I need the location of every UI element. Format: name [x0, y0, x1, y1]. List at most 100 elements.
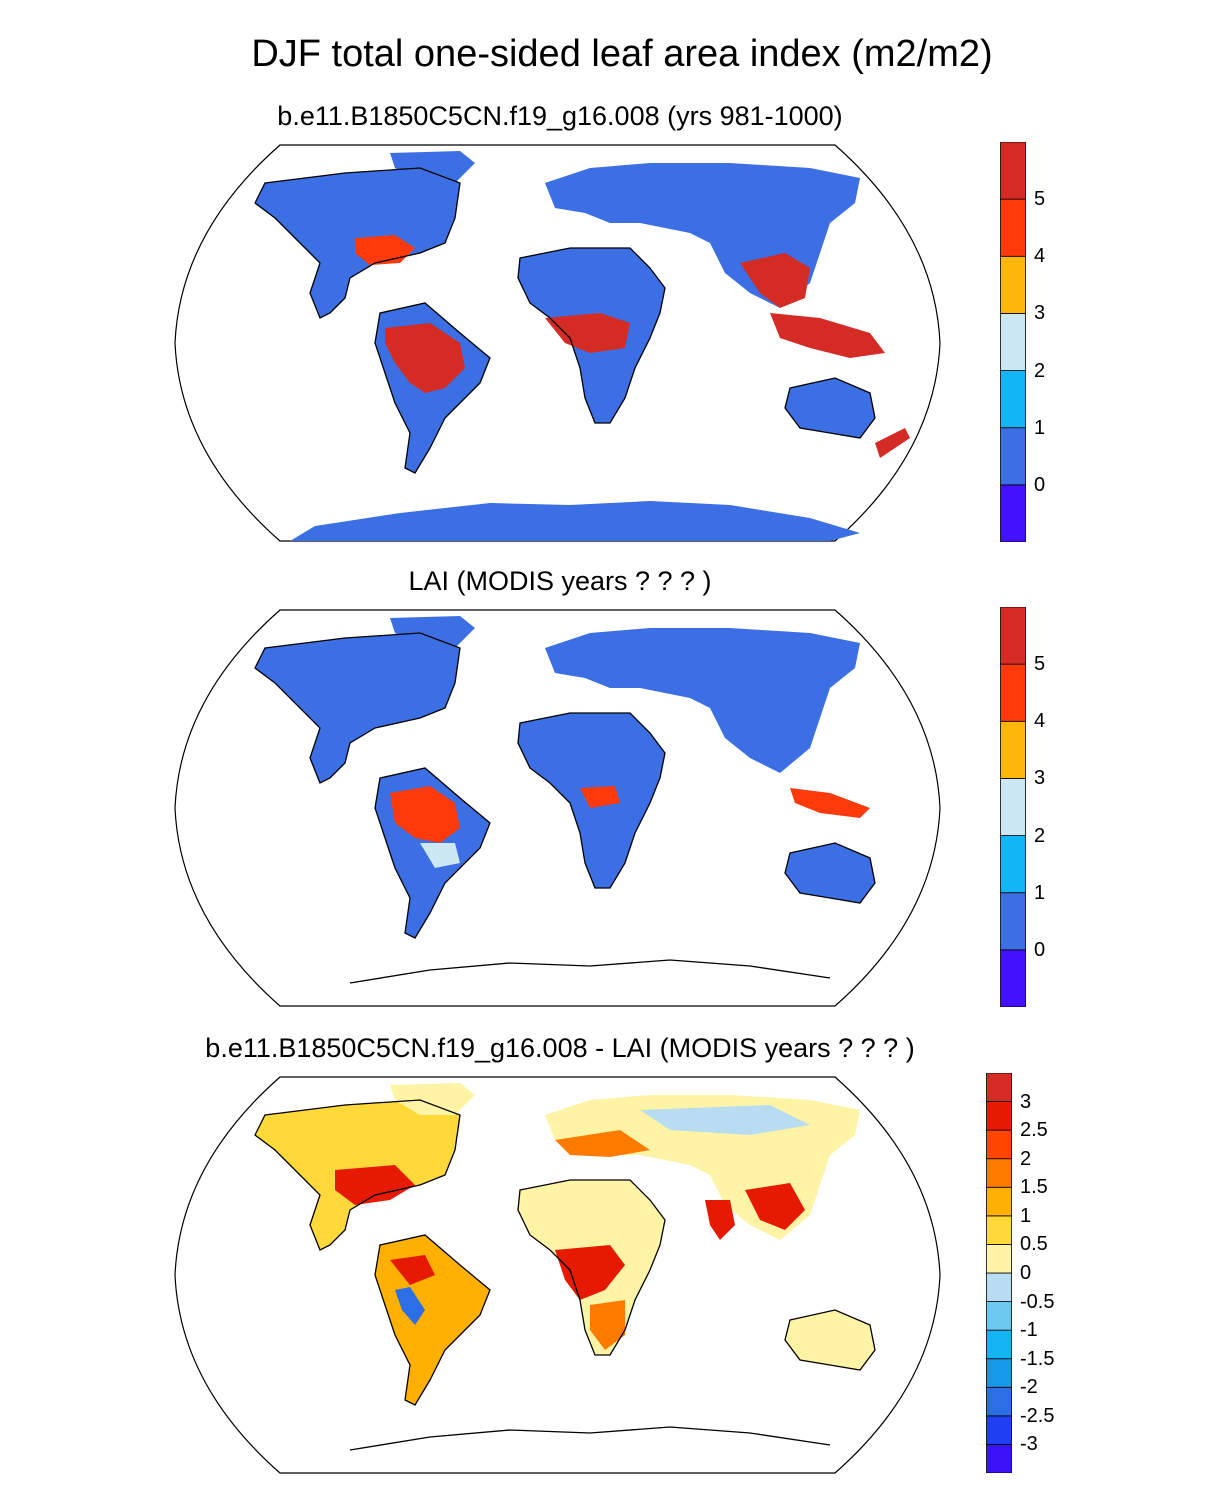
colorbar-tick-label: 3	[1034, 302, 1046, 325]
colorbar-tick-label: 3	[1020, 1090, 1032, 1113]
colorbar-tick-label: 2.5	[1020, 1119, 1048, 1142]
colorbar-swatch	[1000, 255, 1026, 314]
colorbar-tick-label: 4	[1034, 245, 1046, 268]
colorbar-tick-label: 2	[1034, 824, 1046, 847]
colorbar-tick-label: 2	[1034, 359, 1046, 382]
colorbar-swatch	[1000, 198, 1026, 257]
africa-diff	[555, 1245, 625, 1300]
panel-title-obs: LAI (MODIS years ? ? ? )	[408, 566, 712, 596]
colorbar-tick-label: 0.5	[1020, 1233, 1048, 1256]
colorbar-tick-label: 0	[1020, 1262, 1032, 1284]
antarctica-coast	[349, 1426, 831, 1451]
colorbar-swatch	[986, 1386, 1012, 1417]
map-panel-diff	[174, 1076, 941, 1474]
colorbar-swatch	[986, 1301, 1012, 1331]
greenland	[390, 616, 475, 648]
australia	[785, 1310, 875, 1370]
east-asia-high	[740, 253, 810, 308]
se-asia-high	[770, 313, 885, 358]
australia	[785, 843, 875, 903]
colorbar-tick-label: 0	[1034, 938, 1046, 961]
colorbar-swatch	[1000, 484, 1026, 542]
india-diff	[705, 1200, 735, 1240]
amazon-high	[385, 323, 465, 393]
colorbar-swatch	[986, 1158, 1012, 1188]
colorbar-swatch	[1000, 949, 1026, 1007]
colorbar-swatch	[986, 1101, 1012, 1131]
se-asia-high	[790, 788, 870, 818]
colorbar-tick-label: 5	[1034, 188, 1046, 211]
se-africa-diff	[590, 1300, 625, 1350]
colorbar-swatches	[986, 1073, 1012, 1473]
colorbar-swatches	[1000, 607, 1026, 1007]
north-america	[255, 633, 460, 783]
colorbar-diff: -3 -2.5 -2 -1.5 -1 -0.5 0 0.5 1 1.5 2 2.5 3	[986, 1073, 1054, 1473]
coastlines	[254, 167, 876, 474]
colorbar-tick-label: 0	[1034, 473, 1046, 496]
coastlines	[254, 632, 876, 984]
congo-high	[580, 786, 620, 808]
panel-title-diff: b.e11.B1850C5CN.f19_g16.008 - LAI (MODIS…	[205, 1033, 915, 1063]
colorbar-swatch	[986, 1215, 1012, 1245]
greenland	[390, 1083, 475, 1115]
colorbar-swatch	[1000, 313, 1026, 371]
antarctica	[290, 501, 860, 541]
map-panel-obs	[174, 609, 941, 1007]
panel-title-model: b.e11.B1850C5CN.f19_g16.008 (yrs 981-100…	[277, 101, 843, 131]
high-lai-regions	[390, 786, 870, 868]
colorbar-swatch	[986, 1129, 1012, 1160]
colorbar-swatch	[986, 1244, 1012, 1274]
map-diff	[174, 1076, 941, 1474]
colorbar-tick-label: 1	[1020, 1204, 1032, 1227]
colorbar-tick-label: 4	[1034, 710, 1046, 733]
amazon-high	[390, 786, 460, 843]
brazil-light	[420, 843, 460, 868]
amazon-diff	[390, 1255, 435, 1285]
colorbar-obs: 0 1 2 3 4 5	[1000, 607, 1045, 1007]
colorbar-swatch	[986, 1415, 1012, 1445]
colorbar-tick-label: 1	[1034, 881, 1046, 904]
colorbar-tick-label: -1.5	[1020, 1347, 1055, 1370]
europe-diff	[555, 1130, 650, 1157]
colorbar-swatch	[986, 1444, 1012, 1473]
colorbar-tick-label: -1	[1020, 1319, 1038, 1342]
colorbar-swatch	[986, 1272, 1012, 1302]
congo-high	[545, 313, 630, 353]
colorbar-swatch	[1000, 720, 1026, 779]
south-america	[375, 1235, 490, 1405]
colorbar-swatch	[986, 1358, 1012, 1388]
colorbar-swatch	[1000, 835, 1026, 894]
colorbar-model: 0 1 2 3 4 5	[1000, 142, 1045, 542]
high-lai-regions	[355, 235, 910, 458]
colorbar-swatch	[1000, 892, 1026, 951]
colorbar-swatch	[1000, 142, 1026, 200]
us-east-diff	[335, 1165, 415, 1205]
colorbar-tick-label: -2.5	[1020, 1404, 1055, 1427]
colorbar-tick-label: 1	[1034, 416, 1046, 439]
colorbar-tick-label: -3	[1020, 1433, 1038, 1456]
colorbar-swatch	[1000, 607, 1026, 665]
coastlines	[254, 1099, 876, 1451]
map-obs	[174, 609, 941, 1007]
colorbar-tick-label: 2	[1020, 1147, 1032, 1170]
colorbar-tick-label: 3	[1034, 767, 1046, 790]
difference-regions	[335, 1105, 810, 1350]
east-asia-diff	[745, 1183, 805, 1230]
colorbar-swatch	[986, 1329, 1012, 1360]
colorbar-swatches	[1000, 142, 1026, 542]
colorbar-tick-label: -0.5	[1020, 1290, 1055, 1313]
colorbar-swatch	[986, 1073, 1012, 1102]
map-model	[174, 144, 941, 542]
australia	[785, 378, 875, 438]
colorbar-tick-label: 1.5	[1020, 1176, 1048, 1199]
antarctica-coast	[349, 959, 831, 984]
colorbar-tick-label: 5	[1034, 653, 1046, 676]
figure-title: DJF total one-sided leaf area index (m2/…	[251, 33, 993, 75]
colorbar-swatch	[1000, 370, 1026, 429]
eurasia	[545, 628, 860, 773]
colorbar-swatch	[1000, 778, 1026, 836]
map-panel-model	[174, 144, 941, 542]
colorbar-tick-label: -2	[1020, 1376, 1038, 1399]
greenland	[390, 151, 475, 183]
siberia-diff	[640, 1105, 810, 1135]
